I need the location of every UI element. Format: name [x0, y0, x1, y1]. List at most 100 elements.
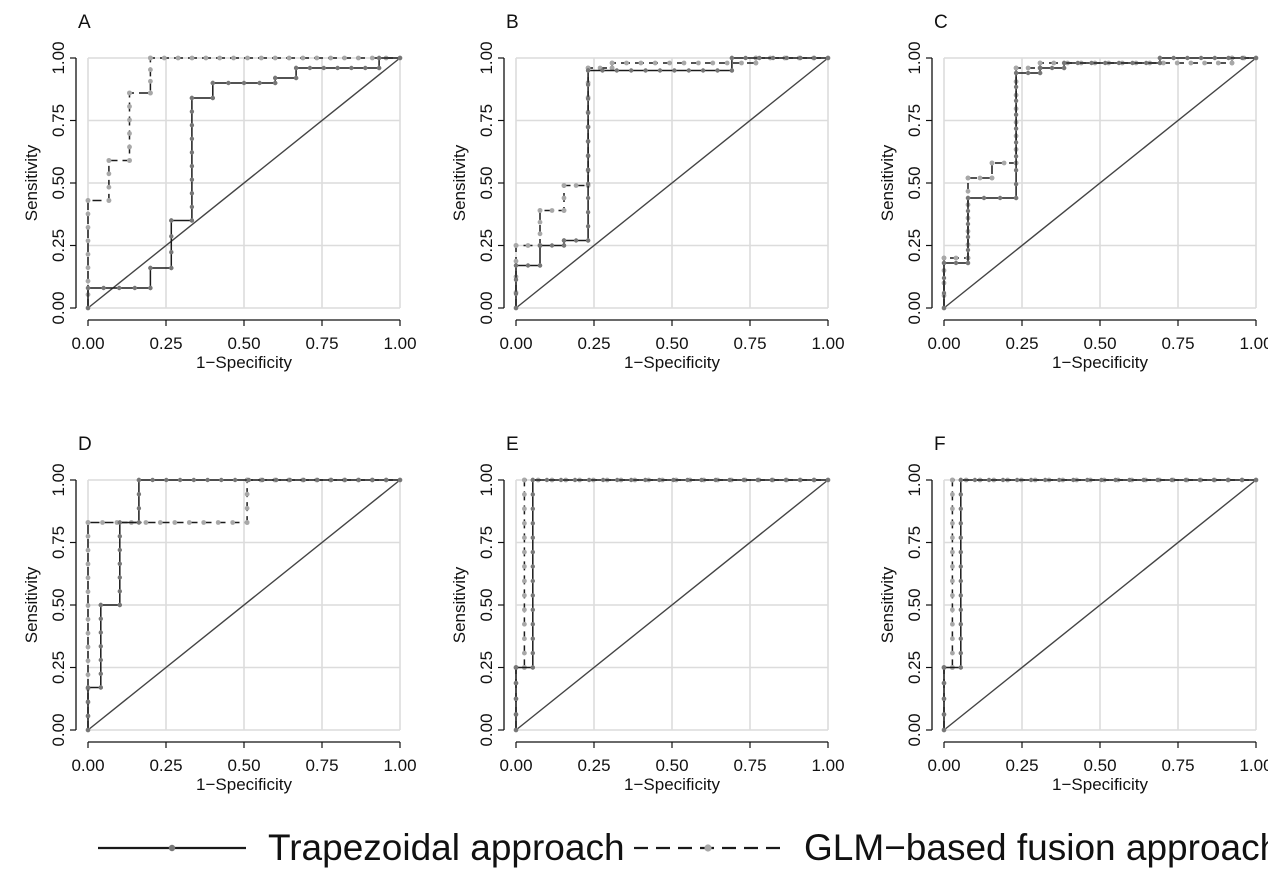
trapezoidal-marker	[1197, 477, 1203, 483]
trapezoidal-marker	[657, 477, 662, 483]
y-tick-label: 0.75	[905, 526, 924, 559]
trapezoidal-marker	[1240, 55, 1245, 61]
y-tick-label: 0.50	[477, 588, 496, 621]
glm-marker	[561, 195, 567, 201]
glm-marker	[950, 520, 955, 526]
glm-marker	[950, 477, 955, 483]
trapezoidal-marker	[98, 671, 104, 676]
glm-marker	[522, 636, 527, 642]
y-tick-label: 0.00	[49, 291, 68, 324]
trapezoidal-marker	[307, 65, 313, 71]
trapezoidal-marker	[384, 477, 389, 483]
trapezoidal-marker	[397, 477, 403, 483]
glm-marker	[148, 67, 153, 73]
trapezoidal-marker	[530, 492, 535, 497]
trapezoidal-marker	[585, 96, 591, 102]
glm-marker	[85, 251, 91, 257]
glm-marker	[950, 535, 955, 541]
trapezoidal-marker	[715, 68, 720, 73]
trapezoidal-marker	[600, 477, 606, 483]
trapezoidal-marker	[132, 285, 137, 291]
trapezoidal-marker	[169, 250, 174, 255]
glm-marker	[522, 593, 527, 598]
trapezoidal-marker	[376, 65, 382, 71]
trapezoidal-marker	[246, 477, 251, 483]
glm-marker	[537, 231, 543, 237]
trapezoidal-marker	[1013, 70, 1019, 76]
trapezoidal-marker	[169, 234, 174, 239]
glm-marker	[106, 184, 112, 190]
glm-marker	[85, 225, 91, 230]
trapezoidal-marker	[811, 477, 817, 483]
trapezoidal-marker	[136, 477, 142, 483]
glm-marker	[85, 547, 91, 553]
trapezoidal-marker	[226, 80, 231, 86]
trapezoidal-marker	[287, 477, 293, 483]
panel-label: B	[506, 12, 519, 33]
trapezoidal-marker	[958, 521, 963, 526]
trapezoidal-marker	[274, 477, 279, 483]
trapezoidal-marker	[1225, 477, 1231, 483]
trapezoidal-marker	[585, 153, 591, 158]
trapezoidal-marker	[941, 275, 947, 281]
roc-figure: A0.000.000.250.250.500.500.750.751.001.0…	[22, 12, 1268, 794]
y-tick-label: 0.75	[477, 526, 496, 559]
glm-marker	[1051, 60, 1057, 66]
trapezoidal-marker	[981, 195, 987, 201]
panel-e: E 0.000.00 0.25 0.25 0.50 0.50 0.75 0.75 1.00 1.0…	[450, 434, 845, 794]
glm-marker	[127, 104, 132, 109]
trapezoidal-marker	[941, 727, 947, 733]
glm-marker	[950, 564, 955, 569]
y-tick-label: 0.00	[477, 291, 496, 324]
trapezoidal-marker	[1198, 55, 1204, 61]
trapezoidal-marker	[549, 243, 555, 248]
trapezoidal-marker	[1075, 60, 1081, 66]
trapezoidal-marker	[1061, 60, 1067, 66]
trapezoidal-marker	[530, 506, 535, 511]
trapezoidal-marker	[513, 665, 519, 670]
glm-marker	[203, 55, 209, 61]
trapezoidal-marker	[643, 68, 648, 73]
glm-marker	[950, 650, 955, 656]
x-tick-label: 0.00	[927, 334, 960, 353]
trapezoidal-marker	[958, 535, 963, 540]
trapezoidal-marker	[293, 75, 299, 81]
trapezoidal-marker	[169, 265, 174, 271]
glm-marker	[609, 60, 615, 66]
x-tick-label: 0.25	[1005, 756, 1038, 775]
x-tick-label: 0.25	[577, 334, 610, 353]
trapezoidal-marker	[530, 593, 535, 598]
trapezoidal-marker	[941, 665, 947, 670]
trapezoidal-marker	[117, 534, 123, 539]
trapezoidal-marker	[825, 55, 831, 61]
trapezoidal-marker	[189, 163, 195, 169]
x-tick-label: 0.50	[227, 756, 260, 775]
glm-marker	[85, 589, 91, 595]
trapezoidal-marker	[241, 80, 247, 86]
reference-diagonal	[943, 479, 1257, 731]
trapezoidal-marker	[189, 218, 195, 223]
x-axis-title: 1−Specificity	[1052, 353, 1148, 372]
trapezoidal-marker	[85, 285, 91, 291]
panel-f: F 0.000.00 0.25 0.25 0.50 0.50 0.75 0.75 1.00 1.0…	[878, 434, 1268, 794]
y-tick-label: 1.00	[49, 41, 68, 74]
glm-marker	[1202, 60, 1207, 66]
trapezoidal-marker	[1013, 140, 1019, 145]
glm-marker	[85, 672, 91, 678]
trapezoidal-marker	[1239, 477, 1245, 483]
glm-marker	[127, 90, 132, 96]
glm-marker	[522, 650, 527, 656]
trapezoidal-marker	[629, 68, 634, 73]
x-tick-label: 1.00	[1239, 756, 1268, 775]
glm-marker	[189, 55, 195, 61]
glm-marker	[1215, 60, 1221, 66]
trapezoidal-marker	[941, 305, 947, 311]
glm-marker	[127, 144, 132, 150]
glm-marker	[513, 258, 519, 264]
trapezoidal-marker	[941, 290, 947, 296]
trapezoidal-marker	[544, 477, 550, 483]
trapezoidal-marker	[349, 65, 354, 71]
x-axis-title: 1−Specificity	[624, 775, 720, 794]
trapezoidal-marker	[671, 477, 676, 483]
trapezoidal-marker	[1089, 60, 1094, 66]
